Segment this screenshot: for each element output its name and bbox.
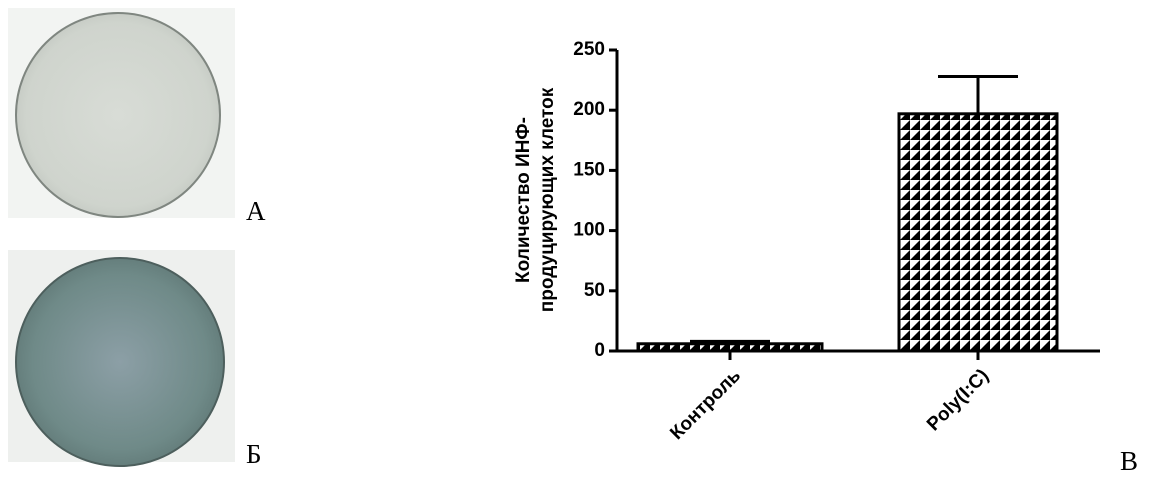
well-photo-a xyxy=(8,8,235,218)
y-tick-label: 200 xyxy=(573,99,605,120)
y-tick-label: 0 xyxy=(594,340,605,361)
bar xyxy=(636,342,824,353)
y-tick-label: 150 xyxy=(573,159,605,180)
well-photo-b xyxy=(8,250,235,467)
panel-label: Б xyxy=(246,439,262,469)
x-tick-label: Контроль xyxy=(666,365,745,444)
y-tick-label: 50 xyxy=(584,280,605,301)
panel-label: А xyxy=(246,196,266,226)
y-tick-label: 250 xyxy=(573,39,605,60)
y-axis-label: Количество ИНФ- xyxy=(513,117,534,283)
y-axis-label: продуцирующих клеток xyxy=(537,87,558,312)
y-tick-label: 100 xyxy=(573,220,605,241)
bar xyxy=(897,112,1059,353)
panel-label: В xyxy=(1120,446,1138,476)
x-tick-label: Poly(I:C) xyxy=(923,365,993,435)
